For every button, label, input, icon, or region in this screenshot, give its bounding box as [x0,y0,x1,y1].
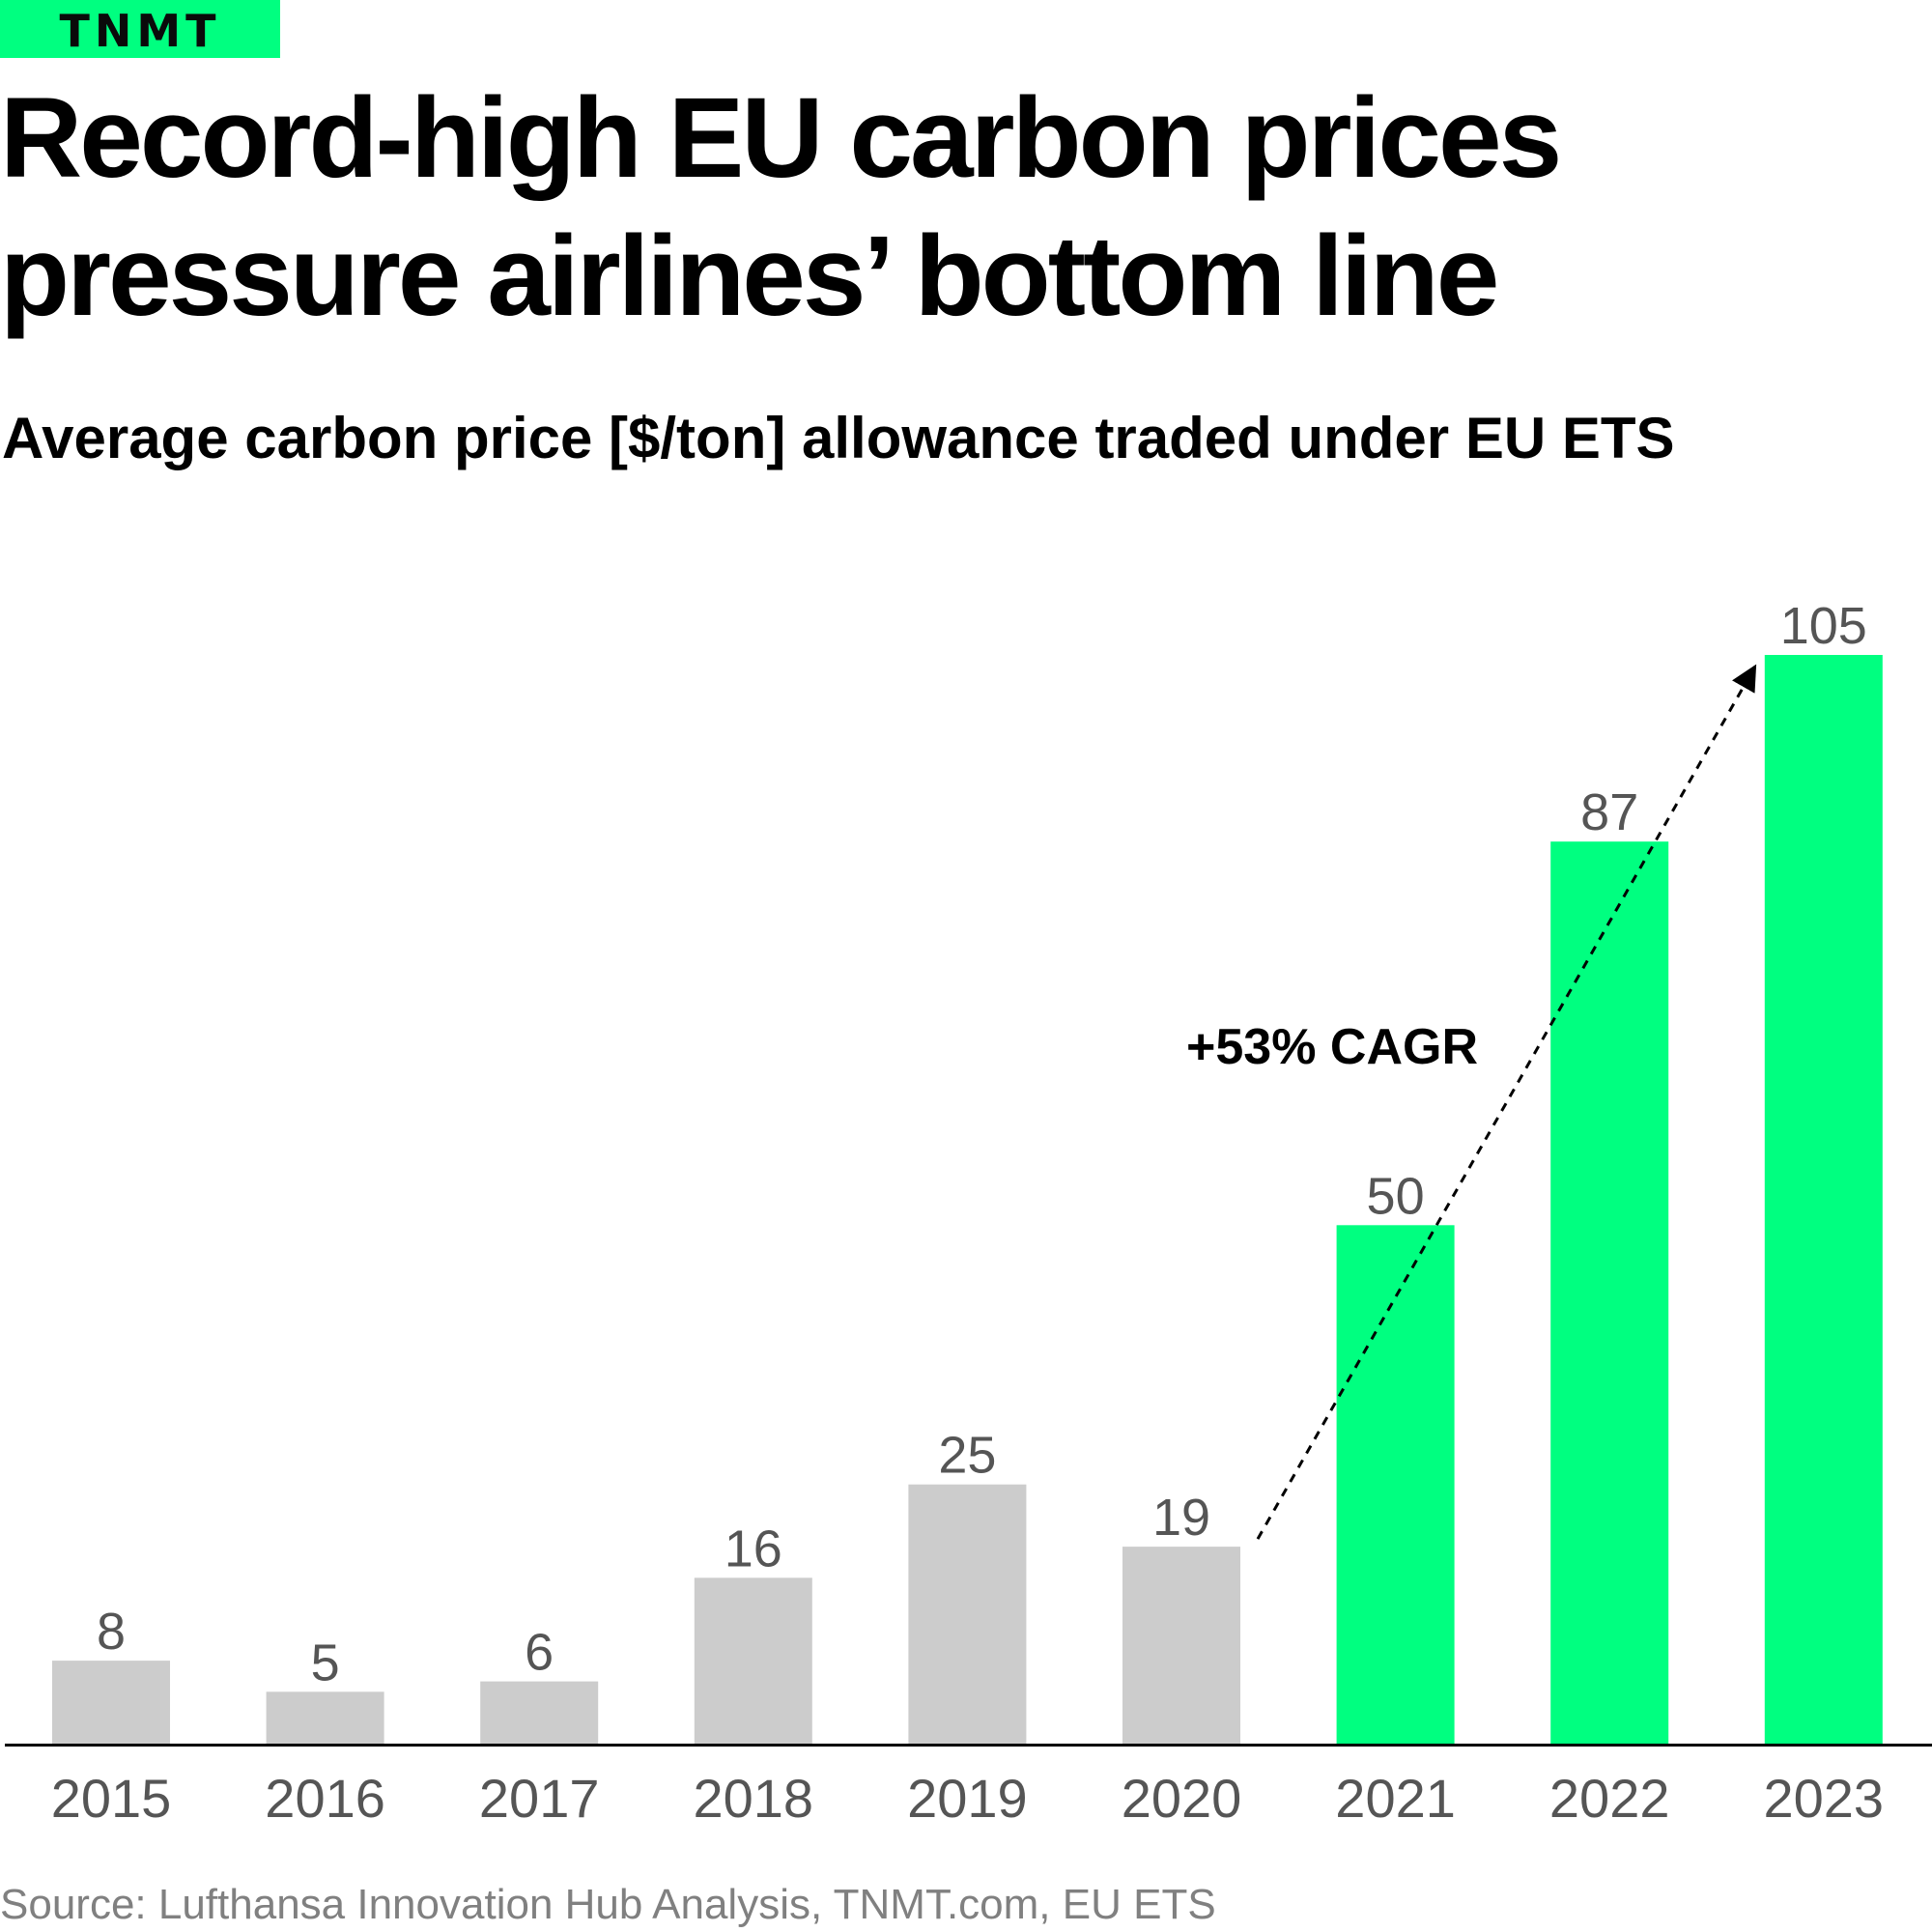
cagr-trend-arrow [1256,664,1757,1540]
bar-2020 [1122,1547,1240,1744]
x-tick-label-2019: 2019 [907,1768,1028,1829]
bar-chart: 8 5 6 16 25 19 50 87 105 2015 2016 2017 2018 2019 202… [5,597,1932,1829]
chart-subtitle: Average carbon price [$/ton] allowance t… [2,406,1675,470]
value-label-2022: 87 [1580,783,1638,841]
x-tick-label-2021: 2021 [1335,1768,1456,1829]
x-tick-label-2015: 2015 [51,1768,172,1829]
bar-2023 [1764,655,1883,1744]
value-label-2021: 50 [1367,1167,1425,1225]
brand-logo-text: TNMT [59,5,221,57]
x-tick-labels-group: 2015 2016 2017 2018 2019 2020 2021 2022 2023 [51,1768,1884,1829]
x-tick-label-2020: 2020 [1122,1768,1242,1829]
bar-2015 [52,1661,170,1744]
cagr-annotation: +53% CAGR [1186,1019,1478,1075]
bar-2019 [908,1484,1027,1744]
bar-2021 [1336,1225,1455,1744]
bar-2016 [266,1691,384,1744]
value-label-2018: 16 [724,1520,782,1577]
value-label-2019: 25 [938,1427,996,1485]
bar-2018 [694,1577,812,1744]
x-tick-label-2016: 2016 [265,1768,385,1829]
value-label-2020: 19 [1152,1489,1210,1547]
value-label-2015: 8 [97,1603,126,1661]
value-label-2016: 5 [311,1634,340,1691]
value-label-2023: 105 [1780,597,1867,655]
value-labels-group: 8 5 6 16 25 19 50 87 105 [97,597,1867,1691]
x-tick-label-2017: 2017 [479,1768,600,1829]
bar-2017 [480,1681,599,1744]
value-label-2017: 6 [525,1624,554,1682]
x-tick-label-2018: 2018 [694,1768,814,1829]
source-note: Source: Lufthansa Innovation Hub Analysi… [0,1881,1216,1928]
chart-title: Record-high EU carbon prices pressure ai… [0,74,1562,340]
x-tick-label-2023: 2023 [1764,1768,1885,1829]
bars-group [52,655,1883,1744]
bar-2022 [1550,841,1669,1744]
x-tick-label-2022: 2022 [1549,1768,1670,1829]
brand-logo: TNMT [0,0,280,58]
